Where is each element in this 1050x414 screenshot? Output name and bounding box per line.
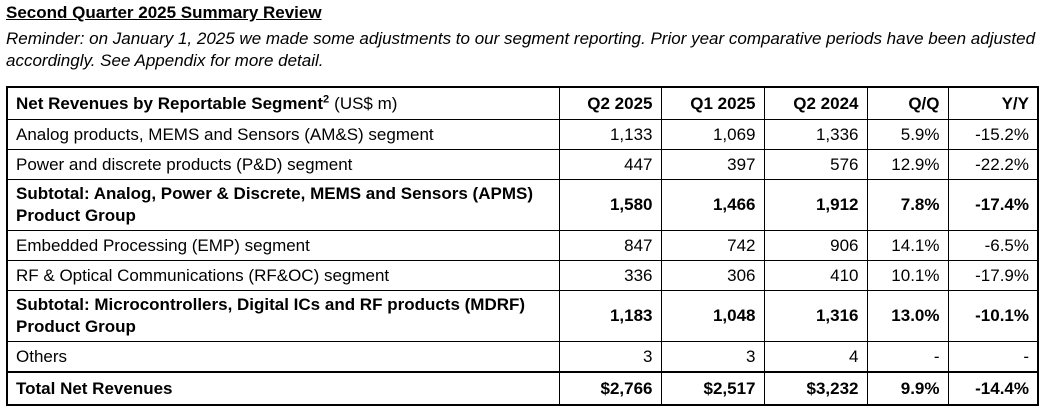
- cell: 10.1%: [866, 260, 949, 291]
- cell: 1,133: [558, 119, 662, 150]
- row-label: Total Net Revenues: [6, 371, 560, 406]
- cell: 410: [763, 260, 868, 291]
- cell: 1,580: [558, 179, 662, 231]
- cell: 9.9%: [866, 371, 949, 406]
- cell: -10.1%: [947, 290, 1039, 342]
- unit: (US$ m): [334, 93, 398, 113]
- table-row: Embedded Processing (EMP) segment 847 742 9…: [6, 230, 1039, 261]
- table-row: Others 3 3 4- -: [6, 341, 1039, 373]
- cell: 5.9%: [866, 119, 949, 150]
- header-label: Net Revenues by Reportable Segment: [16, 93, 324, 113]
- row-label: RF & Optical Communications (RF&OC) segm…: [6, 260, 560, 291]
- cell: 3: [660, 341, 765, 373]
- cell: -17.4%: [947, 179, 1039, 231]
- cell: 12.9%: [866, 149, 949, 180]
- header-row: Net Revenues by Reportable Segment2 (US$ …: [6, 86, 1039, 120]
- cell: -22.2%: [947, 149, 1039, 180]
- column-header: Q2 2025: [558, 86, 662, 120]
- cell: -: [866, 341, 949, 373]
- table-row: Analog products, MEMS and Sensors (AM&S)…: [6, 119, 1039, 150]
- cell: $2,766: [558, 371, 662, 406]
- cell: -17.9%: [947, 260, 1039, 291]
- row-label: Others: [6, 341, 560, 373]
- cell: -6.5%: [947, 230, 1039, 261]
- footnote-mark: 2: [323, 92, 330, 105]
- cell: 1,316: [763, 290, 868, 342]
- row-label: Embedded Processing (EMP) segment: [6, 230, 560, 261]
- row-label: Subtotal: Microcontrollers, Digital ICs …: [6, 290, 560, 342]
- table-body: Analog products, MEMS and Sensors (AM&S)…: [6, 119, 1039, 406]
- column-header: Net Revenues by Reportable Segment2 (US$ …: [6, 86, 560, 120]
- cell: 3: [558, 341, 662, 373]
- cell: 742: [660, 230, 765, 261]
- table-row: Subtotal: Analog, Power & Discrete, MEMS…: [6, 179, 1039, 231]
- cell: 906: [763, 230, 868, 261]
- cell: 576: [763, 149, 868, 180]
- cell: 1,336: [763, 119, 868, 150]
- cell: -14.4%: [947, 371, 1039, 406]
- cell: 1,183: [558, 290, 662, 342]
- cell: 1,048: [660, 290, 765, 342]
- cell: 306: [660, 260, 765, 291]
- cell: $3,232: [763, 371, 868, 406]
- column-header: Q1 2025: [660, 86, 765, 120]
- column-header: Y/Y: [947, 86, 1039, 120]
- row-label: Analog products, MEMS and Sensors (AM&S)…: [6, 119, 560, 150]
- cell: 1,912: [763, 179, 868, 231]
- table-row: Total Net Revenues $2,766 $2,517 $3,232 9.9%…: [6, 371, 1039, 406]
- cell: 847: [558, 230, 662, 261]
- cell: $2,517: [660, 371, 765, 406]
- cell: 13.0%: [866, 290, 949, 342]
- table-row: Power and discrete products (P&D) segmen…: [6, 149, 1039, 180]
- note: Reminder: on January 1, 2025 we made som…: [6, 29, 1036, 70]
- cell: 4: [763, 341, 868, 373]
- revenue-table: Net Revenues by Reportable Segment2 (US$ …: [6, 86, 1039, 406]
- cell: 1,069: [660, 119, 765, 150]
- cell: 1,466: [660, 179, 765, 231]
- cell: 447: [558, 149, 662, 180]
- column-header: Q2 2024: [763, 86, 868, 120]
- cell: -15.2%: [947, 119, 1039, 150]
- title: Second Quarter 2025 Summary Review: [6, 3, 322, 22]
- cell: 397: [660, 149, 765, 180]
- table-row: Subtotal: Microcontrollers, Digital ICs …: [6, 290, 1039, 342]
- cell: 14.1%: [866, 230, 949, 261]
- column-header: Q/Q: [866, 86, 949, 120]
- cell: 7.8%: [866, 179, 949, 231]
- row-label: Subtotal: Analog, Power & Discrete, MEMS…: [6, 179, 560, 231]
- cell: 336: [558, 260, 662, 291]
- cell: -: [947, 341, 1039, 373]
- table-row: RF & Optical Communications (RF&OC) segm…: [6, 260, 1039, 291]
- row-label: Power and discrete products (P&D) segmen…: [6, 149, 560, 180]
